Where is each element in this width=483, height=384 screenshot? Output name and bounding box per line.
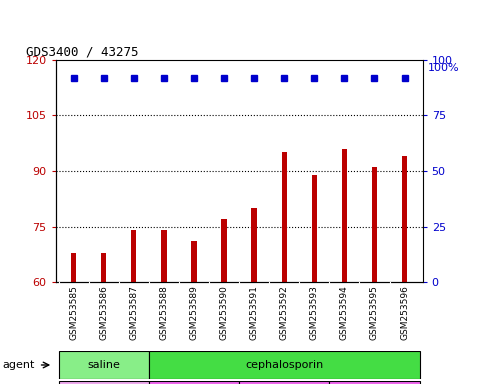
- Text: GDS3400 / 43275: GDS3400 / 43275: [26, 45, 139, 58]
- Bar: [161, 230, 167, 282]
- Text: GSM253585: GSM253585: [69, 286, 78, 341]
- Bar: [149, 381, 239, 384]
- Text: GSM253591: GSM253591: [250, 286, 258, 341]
- Bar: [252, 208, 257, 282]
- Bar: [312, 175, 317, 282]
- Text: GSM253589: GSM253589: [189, 286, 199, 341]
- Bar: [221, 219, 227, 282]
- Bar: [71, 253, 76, 282]
- Bar: [149, 351, 420, 379]
- Text: GSM253586: GSM253586: [99, 286, 108, 341]
- Bar: [372, 167, 377, 282]
- Bar: [341, 149, 347, 282]
- Text: GSM253593: GSM253593: [310, 286, 319, 341]
- Bar: [239, 381, 329, 384]
- Bar: [58, 381, 149, 384]
- Text: agent: agent: [2, 360, 35, 370]
- Bar: [282, 152, 287, 282]
- Text: GSM253588: GSM253588: [159, 286, 169, 341]
- Text: GSM253595: GSM253595: [370, 286, 379, 341]
- Text: 100%: 100%: [427, 63, 459, 73]
- Text: GSM253594: GSM253594: [340, 286, 349, 340]
- Bar: [131, 230, 137, 282]
- Bar: [402, 156, 407, 282]
- Text: GSM253590: GSM253590: [220, 286, 228, 341]
- Text: GSM253587: GSM253587: [129, 286, 138, 341]
- Text: cephalosporin: cephalosporin: [245, 360, 323, 370]
- Text: saline: saline: [87, 360, 120, 370]
- Text: GSM253596: GSM253596: [400, 286, 409, 341]
- Bar: [329, 381, 420, 384]
- Bar: [191, 242, 197, 282]
- Bar: [101, 253, 106, 282]
- Text: GSM253592: GSM253592: [280, 286, 289, 340]
- Bar: [58, 351, 149, 379]
